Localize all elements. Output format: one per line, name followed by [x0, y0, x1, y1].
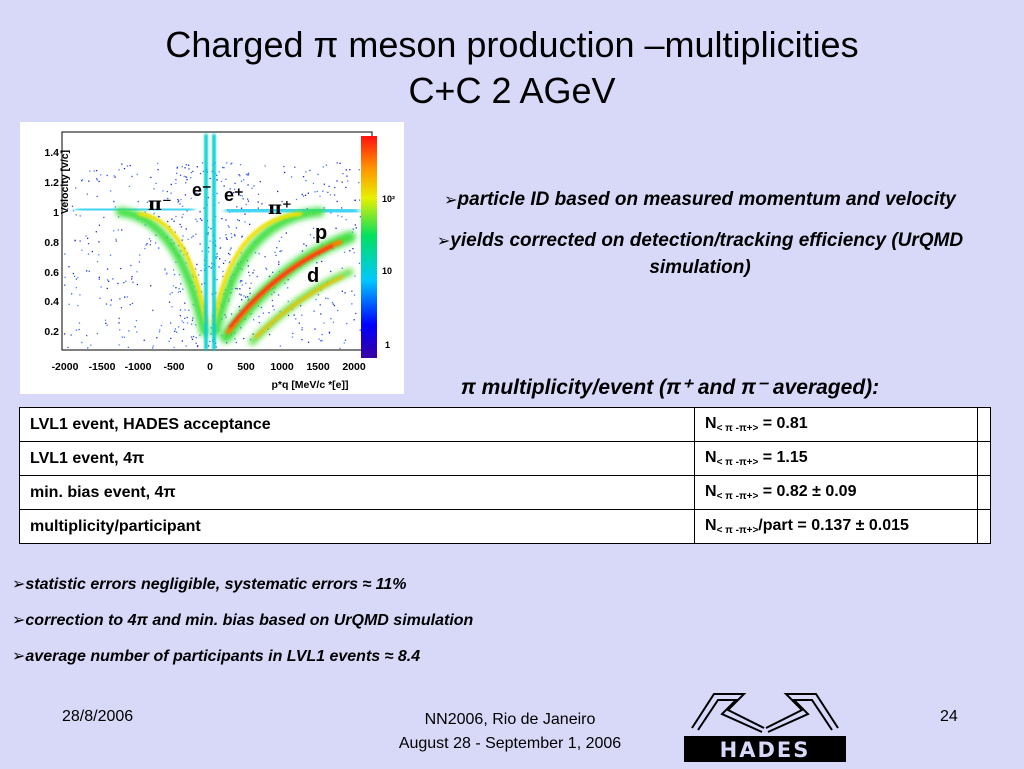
row-value: N< π -π+>/part = 0.137 ± 0.015 — [694, 509, 978, 544]
colorbar-tick: 10 — [382, 266, 392, 276]
x-tick: 2000 — [342, 361, 366, 373]
row-label: LVL1 event, HADES acceptance — [19, 407, 695, 442]
colorbar — [361, 136, 377, 358]
label-e-minus: e⁻ — [192, 180, 212, 200]
row-value: N< π -π+> = 0.82 ± 0.09 — [694, 475, 978, 510]
multiplicity-heading: π multiplicity/event (π⁺ and π⁻ averaged… — [460, 376, 880, 399]
bottom-bullet-list: ➢statistic errors negligible, systematic… — [12, 572, 712, 680]
colorbar-tick: 10² — [382, 194, 395, 204]
right-bullet-list: ➢particle ID based on measured momentum … — [410, 186, 990, 295]
arrow-bullet-icon: ➢ — [12, 574, 26, 593]
table-row: LVL1 event, HADES acceptance N< π -π+> =… — [19, 407, 991, 442]
bullet-item: ➢yields corrected on detection/tracking … — [436, 230, 964, 278]
row-value: N< π -π+> = 0.81 — [694, 407, 978, 442]
x-tick: 1000 — [270, 361, 294, 373]
bullet-item: ➢correction to 4π and min. bias based on… — [12, 610, 474, 629]
y-tick: 0.8 — [44, 237, 59, 249]
logo-text: HADES — [720, 738, 811, 762]
x-tick: 0 — [207, 361, 213, 373]
label-e-plus: e⁺ — [224, 185, 244, 205]
footer-date: 28/8/2006 — [62, 708, 134, 725]
row-value: N< π -π+> = 1.15 — [694, 441, 978, 476]
arrow-bullet-icon: ➢ — [12, 610, 26, 629]
title-line-2: C+C 2 AGeV — [408, 70, 616, 111]
label-deuteron: d — [307, 265, 319, 287]
x-tick: 1500 — [306, 361, 330, 373]
table-row: min. bias event, 4π N< π -π+> = 0.82 ± 0… — [19, 475, 991, 510]
row-label: min. bias event, 4π — [19, 475, 695, 510]
row-label: multiplicity/participant — [19, 509, 695, 544]
y-tick: 0.2 — [44, 326, 59, 338]
arrow-bullet-icon: ➢ — [436, 231, 451, 250]
y-tick: 1.4 — [44, 147, 59, 159]
label-pi-plus: π⁺ — [268, 197, 292, 219]
x-tick: -1500 — [89, 361, 116, 373]
colorbar-tick: 1 — [385, 340, 390, 350]
slide-title: Charged π meson production –multipliciti… — [0, 22, 1024, 114]
y-tick: 1 — [53, 207, 59, 219]
velocity-momentum-plot: 10² 10 1 0.2 0.4 0.6 0.8 1 1.2 1.4 Veloc… — [20, 122, 404, 394]
hades-logo: HADES — [684, 688, 846, 764]
multiplicity-table: LVL1 event, HADES acceptance N< π -π+> =… — [19, 407, 991, 544]
x-tick: -500 — [163, 361, 184, 373]
bullet-item: ➢average number of participants in LVL1 … — [12, 646, 421, 665]
y-tick: 1.2 — [44, 177, 59, 189]
arrow-bullet-icon: ➢ — [12, 646, 26, 665]
x-tick: -2000 — [52, 361, 79, 373]
footer-conference: NN2006, Rio de Janeiro August 28 - Septe… — [398, 711, 622, 752]
x-tick: -1000 — [125, 361, 152, 373]
label-proton: p — [315, 222, 327, 244]
arrow-bullet-icon: ➢ — [444, 190, 458, 209]
bullet-item: ➢statistic errors negligible, systematic… — [12, 574, 407, 593]
x-axis-label: p*q [MeV/c *[e]] — [271, 379, 348, 391]
y-tick: 0.6 — [44, 267, 59, 279]
table-row: multiplicity/participant N< π -π+>/part … — [19, 509, 991, 544]
row-label: LVL1 event, 4π — [19, 441, 695, 476]
y-tick: 0.4 — [44, 296, 59, 308]
title-line-1: Charged π meson production –multipliciti… — [165, 24, 859, 65]
label-pi-minus: π⁻ — [148, 193, 172, 215]
x-tick: 500 — [237, 361, 255, 373]
bullet-item: ➢particle ID based on measured momentum … — [444, 189, 956, 210]
table-row: LVL1 event, 4π N< π -π+> = 1.15 — [19, 441, 991, 476]
y-axis-label: Velocity [v/c] — [59, 150, 71, 214]
page-number: 24 — [940, 708, 958, 725]
